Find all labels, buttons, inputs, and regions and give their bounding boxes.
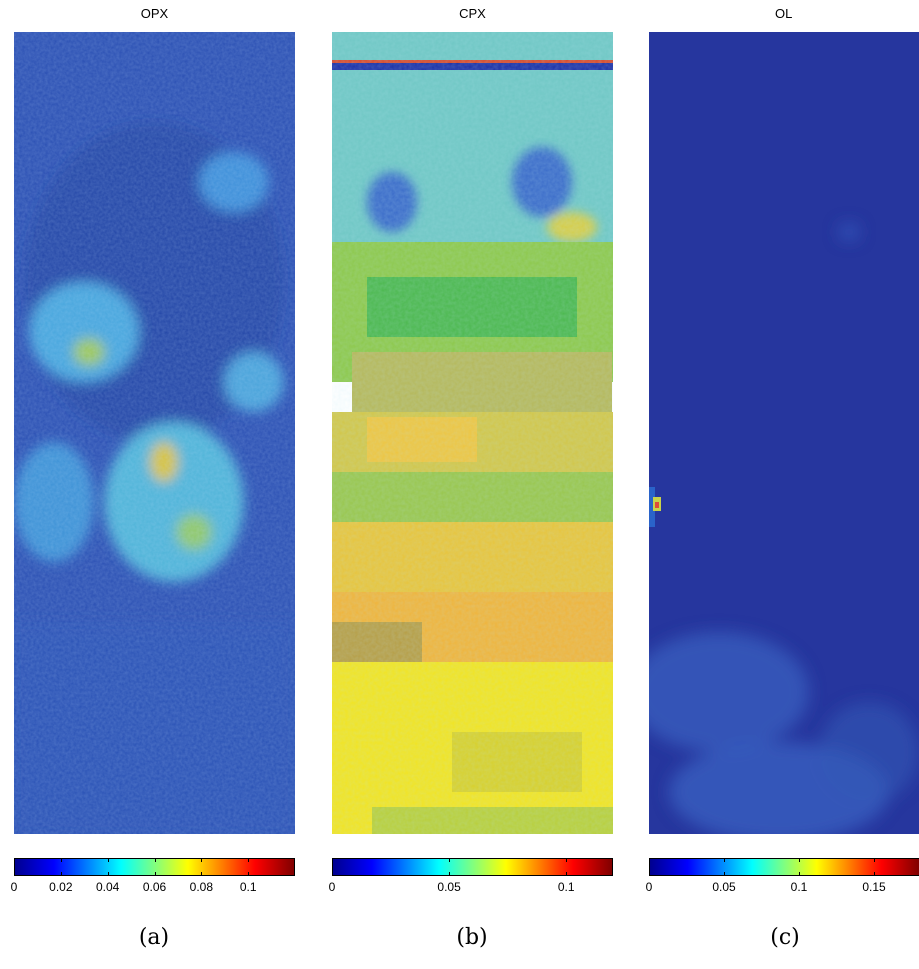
caption-a: (a) xyxy=(138,925,170,950)
colorbar-tick-mark xyxy=(566,872,568,876)
colorbar-tick-mark xyxy=(154,872,156,876)
colorbar-tick-label: 0.05 xyxy=(712,880,736,894)
colorbar-tick-mark xyxy=(154,858,156,862)
colorbar-tick-mark xyxy=(332,872,333,876)
colorbar-tick-label: 0.1 xyxy=(557,880,575,894)
heatmap-ol xyxy=(649,32,919,834)
colorbar-tick-mark xyxy=(201,858,203,862)
colorbar-tick-mark xyxy=(724,872,725,876)
colorbar-tick-label: 0.05 xyxy=(437,880,461,894)
heatmap-cpx xyxy=(332,32,613,834)
colorbar-tick-mark xyxy=(649,858,650,862)
colorbar-tick-mark xyxy=(566,858,568,862)
colorbar-tick-label: 0 xyxy=(328,880,336,894)
panel-opx: OPX xyxy=(14,0,295,969)
colorbar-tick-label: 0 xyxy=(10,880,18,894)
colorbar-tick-label: 0.1 xyxy=(239,880,257,894)
colorbar-tick-label: 0.02 xyxy=(49,880,73,894)
colorbar-tick-mark xyxy=(449,858,451,862)
colorbar-tick-mark xyxy=(449,872,451,876)
colorbar-tick-mark xyxy=(874,872,875,876)
colorbar-tick-mark xyxy=(874,858,875,862)
panel-title-ol: OL xyxy=(775,6,793,21)
ol-edge-hotspot xyxy=(649,487,655,527)
panel-ol: OL xyxy=(649,0,919,969)
colorbar-tick-label: 0.08 xyxy=(189,880,214,894)
colorbar-ol xyxy=(649,858,919,876)
heatmap-opx xyxy=(14,32,295,834)
colorbar-tick-label: 0.06 xyxy=(142,880,167,894)
ol-lower-region-3 xyxy=(819,702,919,802)
colorbar-tick-mark xyxy=(649,872,650,876)
colorbar-tick-label: 0.04 xyxy=(95,880,120,894)
colorbar-tick-mark xyxy=(201,872,203,876)
colorbar-tick-mark xyxy=(799,858,800,862)
ol-lower-region-1 xyxy=(649,632,809,752)
colorbar-tick-mark xyxy=(107,872,109,876)
colorbar-tick-mark xyxy=(248,858,250,862)
colorbar-cpx xyxy=(332,858,613,876)
colorbar-tick-mark xyxy=(248,872,250,876)
colorbar-tick-mark xyxy=(14,858,15,862)
colorbar-tick-mark xyxy=(60,872,62,876)
colorbar-tick-label: 0.15 xyxy=(862,880,886,894)
panel-title-cpx: CPX xyxy=(459,6,486,21)
caption-c: (c) xyxy=(770,925,800,950)
colorbar-tick-mark xyxy=(332,858,333,862)
colorbar-tick-mark xyxy=(60,858,62,862)
panel-cpx: CPX xyxy=(332,0,613,969)
colorbar-tick-mark xyxy=(107,858,109,862)
ol-edge-hotspot-red xyxy=(655,502,659,508)
colorbar-tick-label: 0 xyxy=(645,880,653,894)
colorbar-tick-mark xyxy=(724,858,725,862)
colorbar-tick-label: 0.1 xyxy=(790,880,808,894)
panel-title-opx: OPX xyxy=(140,6,169,21)
ol-faint-spot xyxy=(839,224,859,240)
caption-b: (b) xyxy=(456,925,488,950)
colorbar-tick-mark xyxy=(799,872,800,876)
colorbar-tick-mark xyxy=(14,872,15,876)
